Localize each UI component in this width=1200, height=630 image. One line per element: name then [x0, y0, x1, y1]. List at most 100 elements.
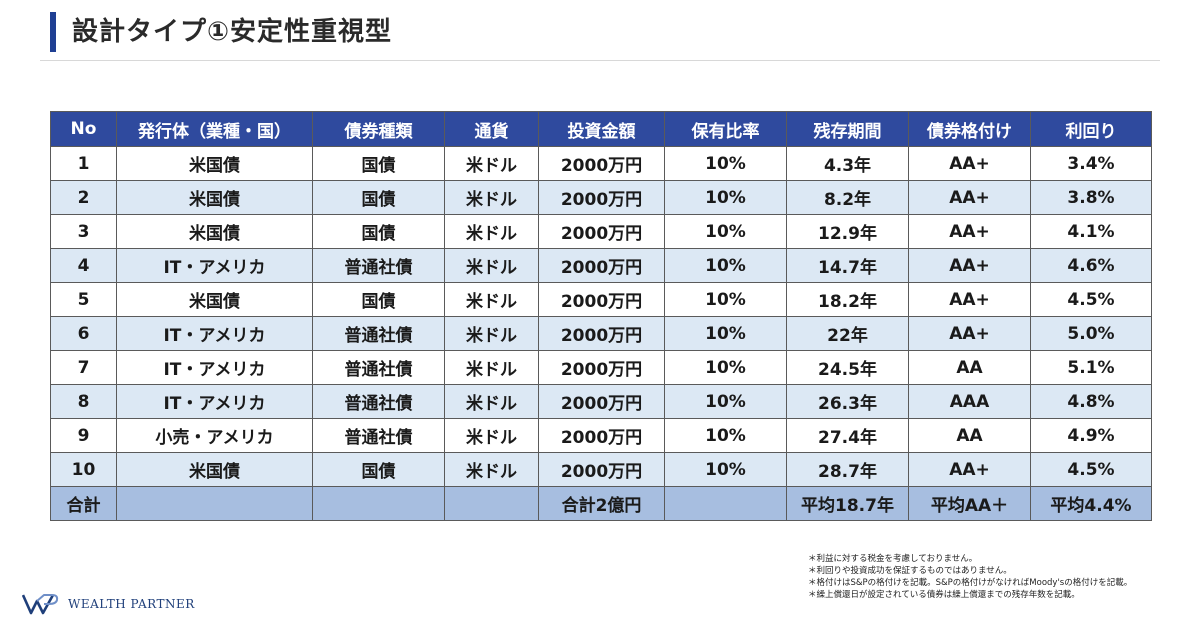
total-cell: 平均AA＋: [908, 486, 1031, 521]
table-cell: 2000万円: [538, 214, 665, 249]
table-cell: 28.7年: [786, 452, 909, 487]
table-cell: 1: [50, 146, 117, 181]
table-cell: 国債: [312, 214, 445, 249]
column-header: 利回り: [1030, 111, 1152, 147]
table-cell: 4.8%: [1030, 384, 1152, 419]
table-cell: 8: [50, 384, 117, 419]
table-cell: 3.4%: [1030, 146, 1152, 181]
table-cell: IT・アメリカ: [116, 384, 313, 419]
footnote-line: ＊利回りや投資成功を保証するものではありません。: [808, 566, 1012, 576]
table-cell: 10%: [664, 146, 787, 181]
table-cell: 10%: [664, 452, 787, 487]
table-total-row: 合計 合計2億円 平均18.7年 平均AA＋ 平均4.4%: [50, 486, 1152, 521]
table-cell: 10: [50, 452, 117, 487]
table-cell: 26.3年: [786, 384, 909, 419]
table-cell: 米国債: [116, 146, 313, 181]
table-row: 9 小売・アメリカ 普通社債 米ドル 2000万円 10% 27.4年 AA 4.9%: [50, 418, 1152, 453]
table-cell: 2000万円: [538, 146, 665, 181]
footnote-line: ＊利益に対する税金を考慮しておりません。: [808, 554, 978, 564]
table-cell: 5: [50, 282, 117, 317]
table-cell: 米ドル: [444, 248, 539, 283]
table-row: 3 米国債 国債 米ドル 2000万円 10% 12.9年 AA+ 4.1%: [50, 214, 1152, 249]
table-cell: AA+: [908, 180, 1031, 215]
total-cell: [116, 486, 313, 521]
table-cell: 普通社債: [312, 384, 445, 419]
title-divider: [40, 60, 1160, 61]
table-cell: AA+: [908, 282, 1031, 317]
table-cell: 12.9年: [786, 214, 909, 249]
table-cell: 2000万円: [538, 384, 665, 419]
table-cell: IT・アメリカ: [116, 316, 313, 351]
table-row: 10 米国債 国債 米ドル 2000万円 10% 28.7年 AA+ 4.5%: [50, 452, 1152, 487]
column-header: 発行体（業種・国）: [116, 111, 313, 147]
column-header: 債券格付け: [908, 111, 1031, 147]
table-cell: 10%: [664, 180, 787, 215]
total-cell: [444, 486, 539, 521]
table-cell: 米国債: [116, 452, 313, 487]
table-cell: 米ドル: [444, 452, 539, 487]
footnotes: ＊利益に対する税金を考慮しておりません。 ＊利回りや投資成功を保証するものではあり…: [808, 553, 1132, 601]
table-cell: AA: [908, 350, 1031, 385]
table-cell: 8.2年: [786, 180, 909, 215]
table-cell: AA+: [908, 146, 1031, 181]
column-header: 投資金額: [538, 111, 665, 147]
table-cell: 2000万円: [538, 248, 665, 283]
table-cell: 4.9%: [1030, 418, 1152, 453]
table-cell: 4.5%: [1030, 282, 1152, 317]
table-cell: 10%: [664, 214, 787, 249]
table-cell: AA: [908, 418, 1031, 453]
table-cell: 4.5%: [1030, 452, 1152, 487]
table-cell: 2000万円: [538, 418, 665, 453]
table-cell: 5.1%: [1030, 350, 1152, 385]
column-header: 保有比率: [664, 111, 787, 147]
table-cell: 米国債: [116, 214, 313, 249]
footnote-line: ＊格付けはS&Pの格付けを記載。S&Pの格付けがなければMoody'sの格付けを…: [808, 578, 1133, 588]
table-cell: 2000万円: [538, 316, 665, 351]
logo-text: WEALTH PARTNER: [68, 597, 195, 611]
table-cell: 米ドル: [444, 384, 539, 419]
table-cell: AA+: [908, 316, 1031, 351]
table-cell: 米国債: [116, 180, 313, 215]
table-cell: 24.5年: [786, 350, 909, 385]
table-cell: 米ドル: [444, 418, 539, 453]
table-cell: 米ドル: [444, 214, 539, 249]
table-row: 8 IT・アメリカ 普通社債 米ドル 2000万円 10% 26.3年 AAA 4.8%: [50, 384, 1152, 419]
table-cell: AA+: [908, 248, 1031, 283]
table-cell: 普通社債: [312, 350, 445, 385]
table-cell: 米ドル: [444, 180, 539, 215]
table-body: 1 米国債 国債 米ドル 2000万円 10% 4.3年 AA+ 3.4% 2 米国債 国債 米ドル 20…: [50, 146, 1152, 487]
total-cell: 合計: [50, 486, 117, 521]
table-cell: 22年: [786, 316, 909, 351]
column-header: 債券種類: [312, 111, 445, 147]
table-cell: 米国債: [116, 282, 313, 317]
table-cell: IT・アメリカ: [116, 248, 313, 283]
table-cell: 4.3年: [786, 146, 909, 181]
table-cell: 普通社債: [312, 248, 445, 283]
table-row: 7 IT・アメリカ 普通社債 米ドル 2000万円 10% 24.5年 AA 5.1%: [50, 350, 1152, 385]
total-cell: 平均4.4%: [1030, 486, 1152, 521]
total-cell: 合計2億円: [538, 486, 665, 521]
table-cell: 4.1%: [1030, 214, 1152, 249]
table-cell: 国債: [312, 452, 445, 487]
total-cell: [312, 486, 445, 521]
table-cell: 10%: [664, 418, 787, 453]
page-title: 設計タイプ①安定性重視型: [72, 17, 393, 47]
table-cell: 3.8%: [1030, 180, 1152, 215]
table-cell: 9: [50, 418, 117, 453]
table-cell: 10%: [664, 282, 787, 317]
table-cell: 米ドル: [444, 350, 539, 385]
table-cell: 5.0%: [1030, 316, 1152, 351]
wp-logo-icon: [22, 594, 59, 615]
column-header: 通貨: [444, 111, 539, 147]
table-cell: 小売・アメリカ: [116, 418, 313, 453]
table-cell: 普通社債: [312, 316, 445, 351]
table-cell: 10%: [664, 248, 787, 283]
table-cell: 2000万円: [538, 452, 665, 487]
table-cell: 10%: [664, 350, 787, 385]
company-logo: WEALTH PARTNER: [22, 592, 195, 616]
table-cell: 3: [50, 214, 117, 249]
table-cell: 4: [50, 248, 117, 283]
table-cell: 国債: [312, 282, 445, 317]
table-row: 6 IT・アメリカ 普通社債 米ドル 2000万円 10% 22年 AA+ 5.0%: [50, 316, 1152, 351]
table-cell: 4.6%: [1030, 248, 1152, 283]
